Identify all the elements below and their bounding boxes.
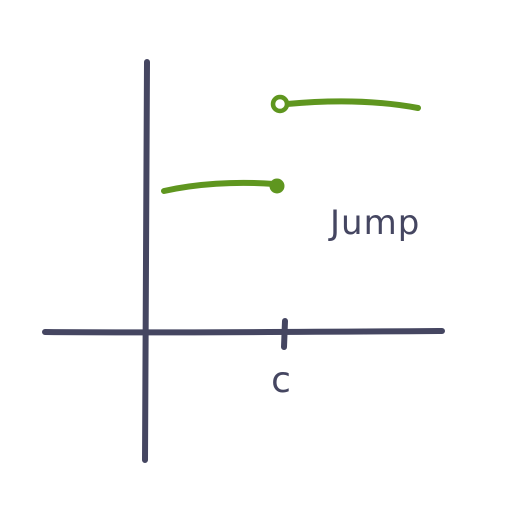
y-axis [142,59,151,463]
closed-endpoint-dot [269,178,285,194]
jump-label: Jump [328,203,420,243]
right-curve-segment [284,98,421,111]
c-label: c [271,360,291,401]
left-curve-segment [161,179,277,194]
open-endpoint-circle [270,94,290,114]
x-axis [42,328,445,336]
c-tick-mark [281,318,288,350]
